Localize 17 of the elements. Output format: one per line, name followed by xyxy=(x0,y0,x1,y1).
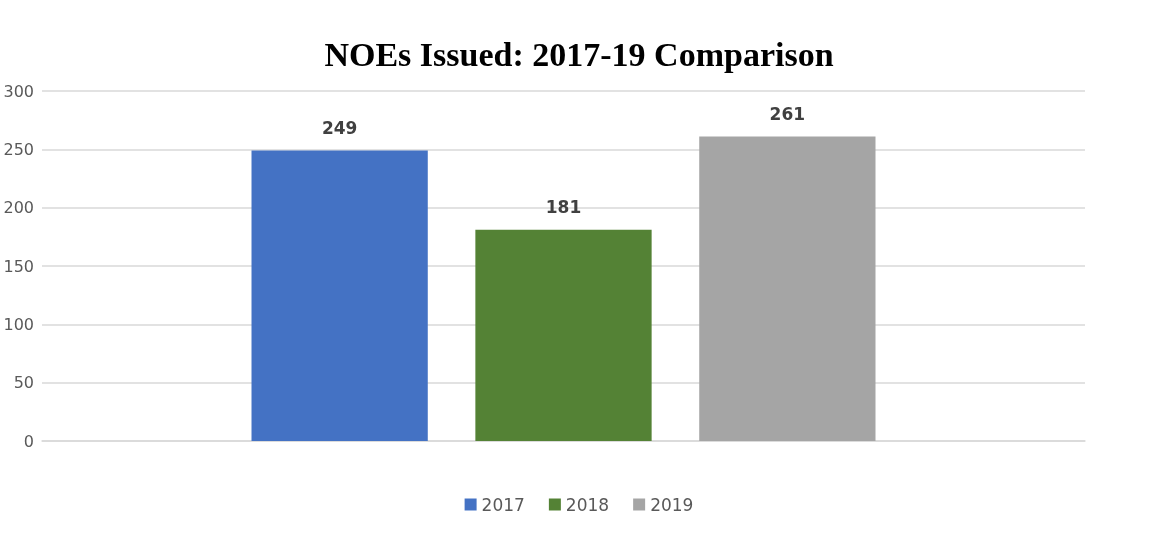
y-tick-label: 50 xyxy=(13,373,34,393)
legend-label: 2019 xyxy=(650,494,694,515)
legend-label: 2018 xyxy=(565,494,610,515)
chart-title: NOEs Issued: 2017-19 Comparison xyxy=(324,35,834,73)
y-tick-label: 150 xyxy=(3,256,34,276)
data-label: 249 xyxy=(321,118,358,138)
data-label: 181 xyxy=(545,197,582,218)
y-tick-label: 100 xyxy=(3,314,34,334)
bar xyxy=(699,136,876,441)
y-tick-label: 250 xyxy=(3,139,34,159)
bar xyxy=(475,229,652,441)
y-tick-label: 300 xyxy=(3,81,34,101)
legend-label: 2017 xyxy=(481,494,525,515)
data-label: 261 xyxy=(769,104,806,124)
y-tick-label: 0 xyxy=(23,431,34,451)
bar xyxy=(251,150,428,441)
y-tick-label: 200 xyxy=(3,198,34,218)
